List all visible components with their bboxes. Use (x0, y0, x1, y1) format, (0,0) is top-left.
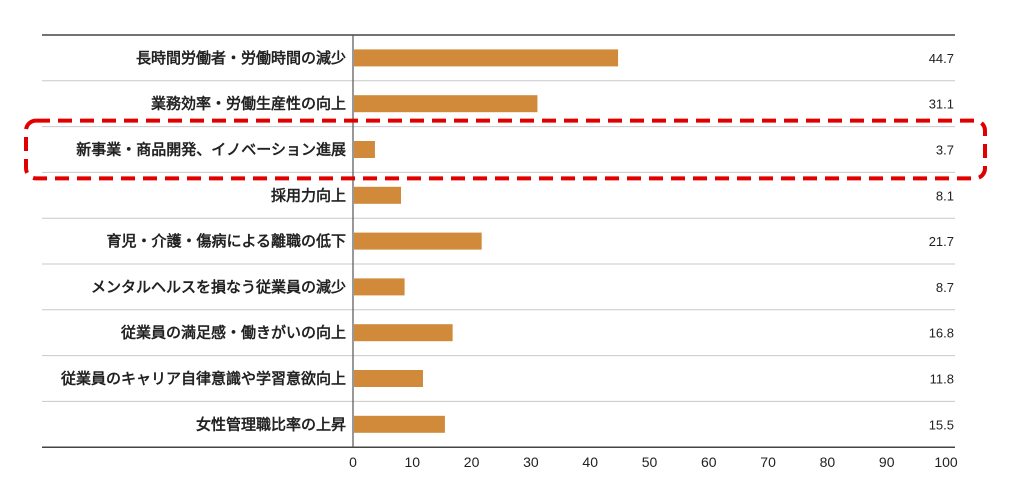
bar (354, 370, 423, 387)
x-tick-label: 70 (760, 454, 776, 470)
category-label: 女性管理職比率の上昇 (196, 415, 346, 433)
value-label: 21.7 (929, 234, 954, 249)
value-label: 8.1 (936, 188, 954, 203)
value-label: 8.7 (936, 280, 954, 295)
value-label: 3.7 (936, 143, 954, 158)
highlight-dashed-box (24, 118, 987, 181)
category-labels: 長時間労働者・労働時間の減少業務効率・労働生産性の向上新事業・商品開発、イノベー… (60, 49, 346, 433)
category-label: 従業員の満足感・働きがいの向上 (120, 324, 346, 342)
category-label: メンタルヘルスを損なう従業員の減少 (91, 278, 346, 296)
x-tick-label: 50 (642, 454, 658, 470)
bar (354, 49, 619, 67)
value-label: 15.5 (929, 417, 954, 432)
x-tick-label: 30 (523, 454, 539, 470)
bar (354, 186, 402, 204)
category-label: 業務効率・労働生産性の向上 (150, 95, 346, 113)
bars (354, 49, 619, 433)
x-tick-label: 0 (349, 454, 357, 470)
x-tick-label: 80 (820, 454, 836, 470)
value-label: 44.7 (929, 51, 954, 66)
x-axis: 0 10 20 30 40 50 60 70 80 90 100 (349, 35, 958, 470)
x-tick-label: 90 (879, 454, 895, 470)
bar (354, 95, 538, 113)
x-tick-label: 60 (701, 454, 717, 470)
value-label: 16.8 (929, 326, 954, 341)
value-label: 31.1 (929, 97, 954, 112)
x-tick-label: 40 (582, 454, 598, 470)
category-label: 新事業・商品開発、イノベーション進展 (76, 141, 346, 159)
x-tick-label: 100 (934, 454, 958, 470)
gridlines (42, 34, 955, 448)
value-label: 11.8 (930, 372, 954, 387)
category-label: 育児・介護・傷病による離職の低下 (106, 232, 346, 250)
bar (354, 415, 445, 433)
highlight-box (24, 118, 987, 181)
bar (354, 278, 405, 296)
category-label: 長時間労働者・労働時間の減少 (136, 49, 346, 67)
category-label: 従業員のキャリア自律意識や学習意欲向上 (60, 370, 346, 388)
x-tick-label: 10 (405, 454, 421, 470)
bar (354, 324, 453, 342)
value-labels: 44.7 31.1 3.7 8.1 21.7 8.7 16.8 11.8 15.5 (929, 51, 954, 432)
x-tick-label: 20 (464, 454, 480, 470)
bar (354, 141, 375, 158)
category-label: 採用力向上 (271, 186, 346, 204)
bar (354, 232, 482, 250)
